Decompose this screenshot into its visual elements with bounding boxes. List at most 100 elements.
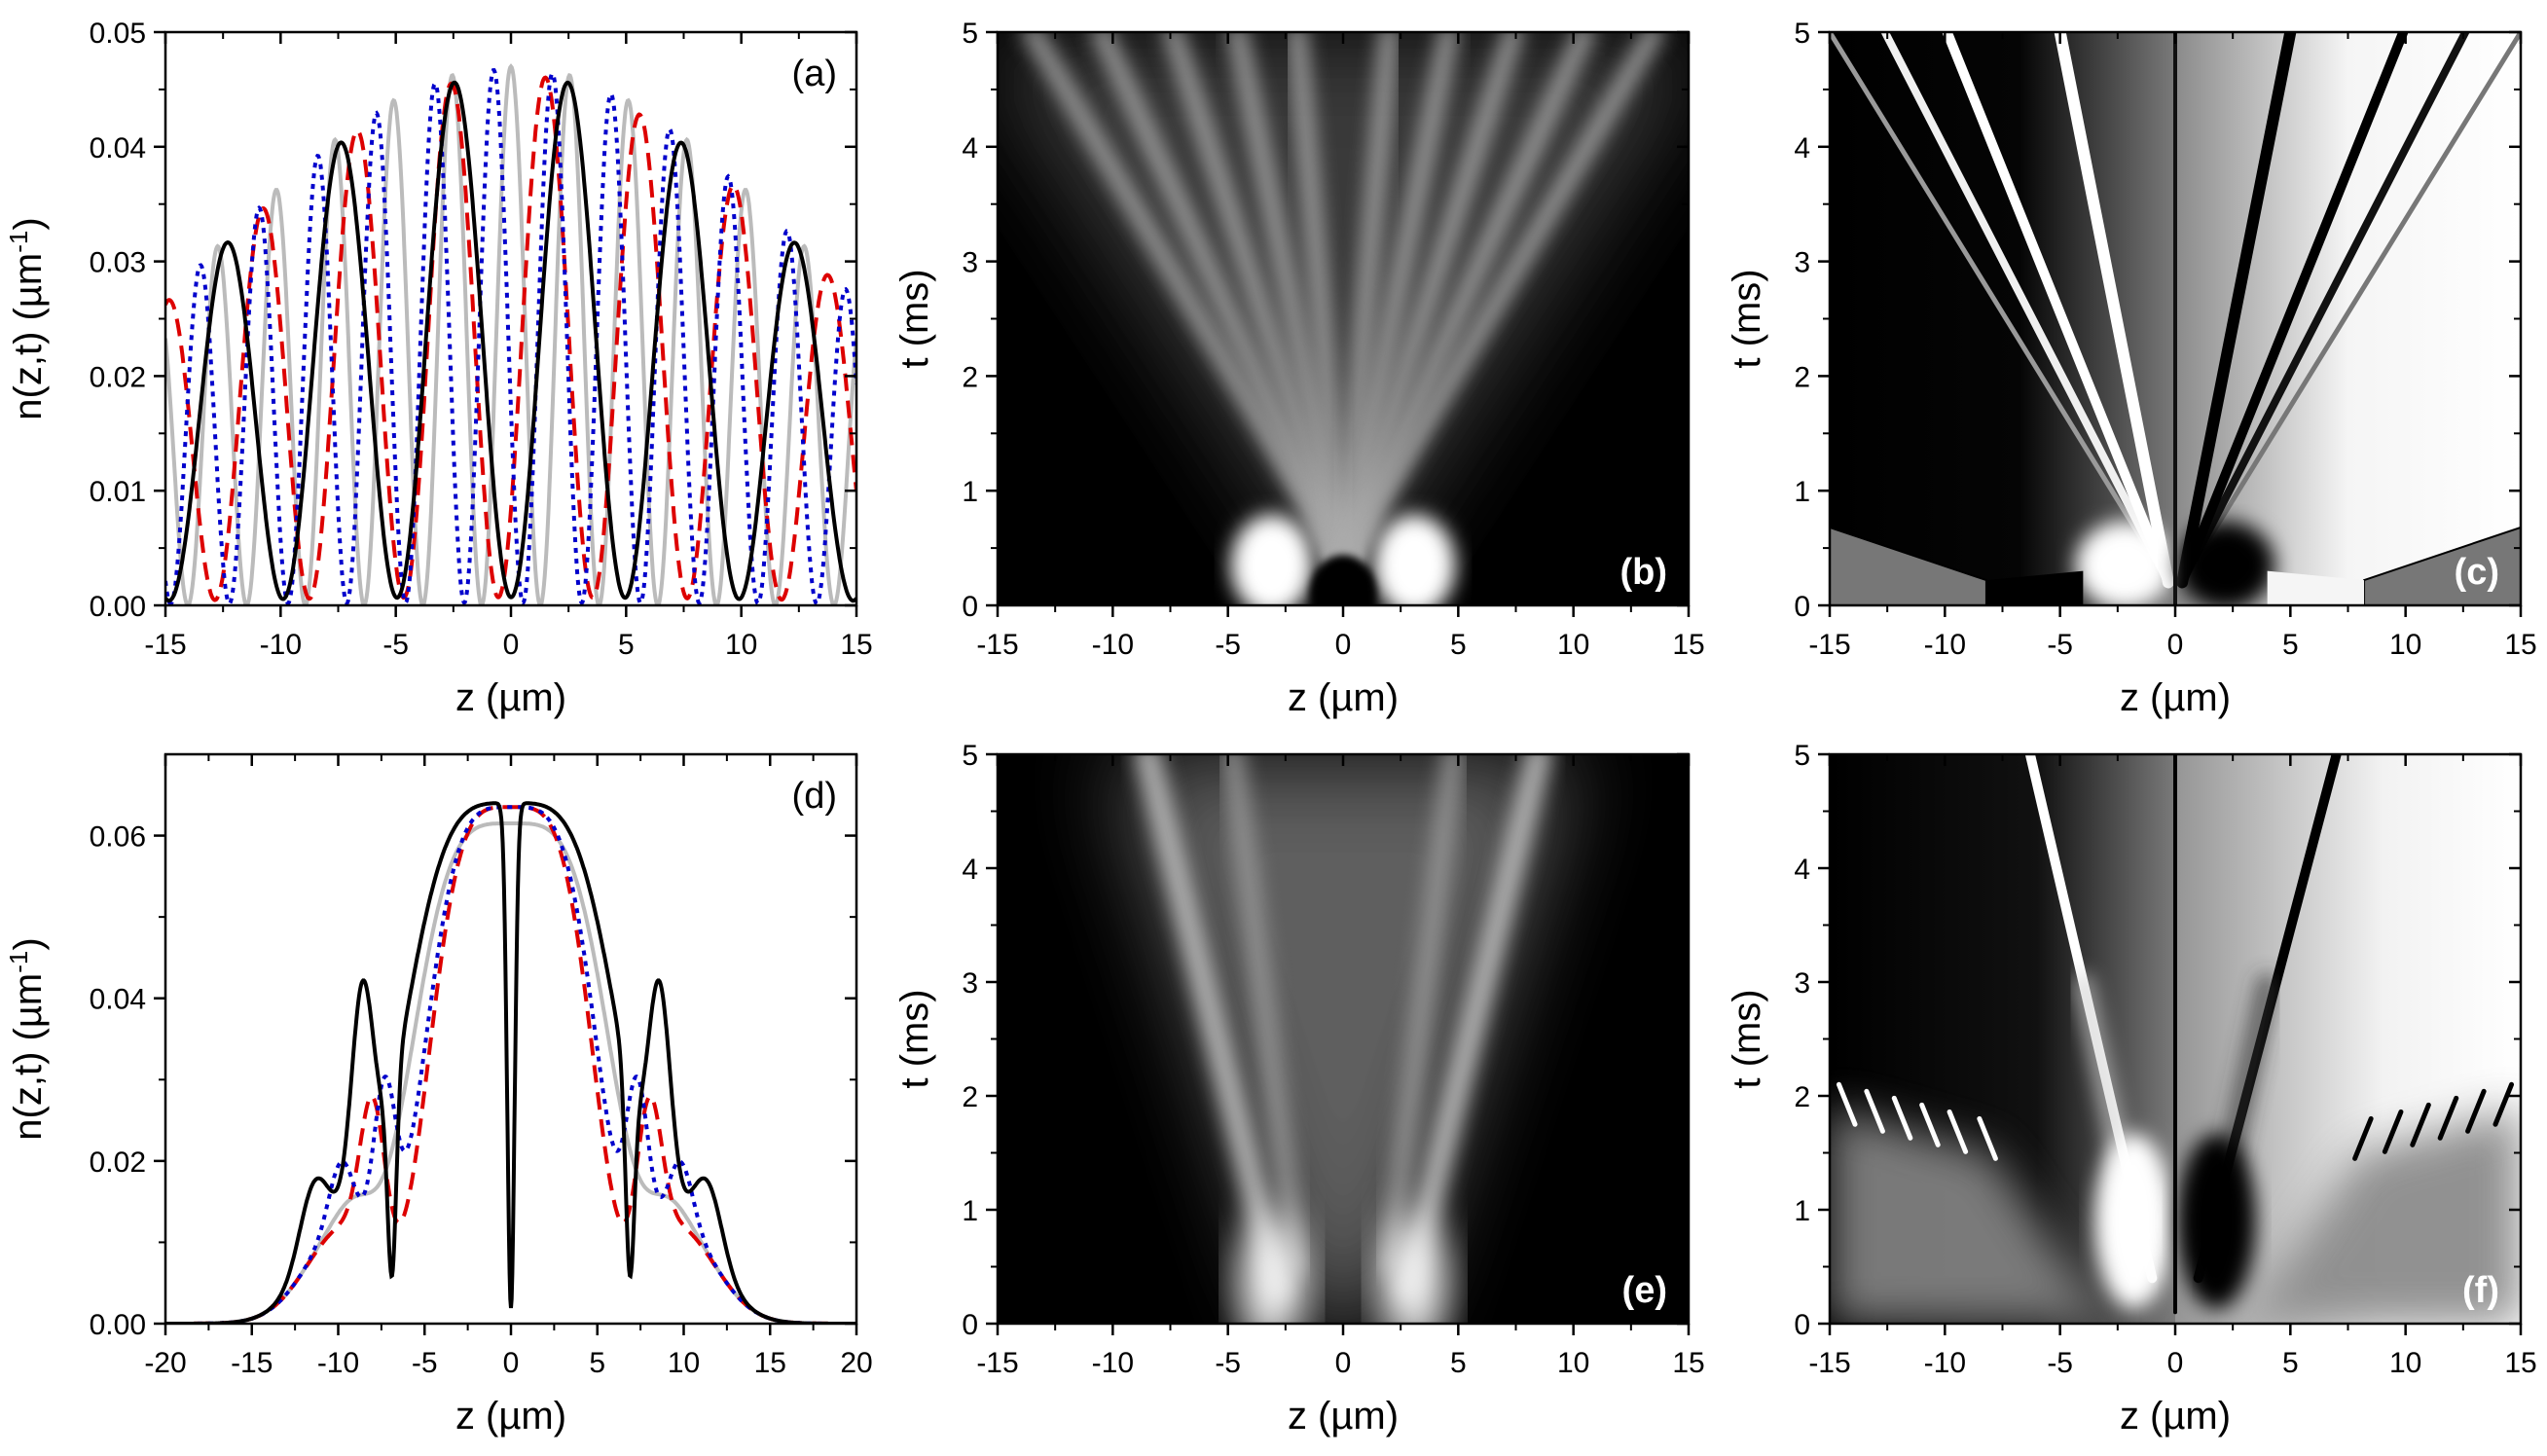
y-tick-label: 1 [1794,1195,1810,1227]
x-tick-label: -10 [317,1347,359,1379]
x-axis-title: z (µm) [455,1395,566,1438]
heatmap-e [998,754,1689,1324]
y-tick-label: 0.06 [90,821,146,854]
x-tick-label: 10 [725,629,757,661]
x-tick-label: -15 [1808,1347,1850,1379]
heatmap-small-bright-streak [1836,1081,1858,1127]
heatmap-bright-ray [1334,32,1663,574]
y-tick-label: 3 [1794,247,1810,279]
axes-b: -15 -10 -5 0 5 10 15 0 1 2 3 4 5 z (µm) t (ms) (b) [893,18,1705,719]
y-tick-label: 4 [1794,132,1810,164]
y-tick-label: 0.01 [90,476,146,508]
axes-d: -20 -15 -10 -5 0 5 10 15 20 0.00 0.02 0.04 0.06 z (µm… [4,752,873,1438]
y-tick-label: 0 [1794,1309,1810,1341]
heatmap-small-dark-streak [2382,1109,2404,1154]
y-tick-label: 1 [1794,476,1810,508]
x-tick-label: -15 [976,1347,1018,1379]
heatmap-bright-ray [1023,32,1352,574]
y-tick-label: 4 [1794,854,1810,886]
y-axis-title: t (ms) [1726,989,1768,1088]
y-tick-label: 5 [1794,18,1810,50]
x-tick-label: -15 [1808,629,1850,661]
y-tick-label: 0.04 [90,984,146,1016]
heatmap-small-bright-streak [1947,1109,1969,1154]
heatmap-bright-ray [1092,32,1352,574]
heatmap-small-bright-streak [1977,1115,1998,1161]
heatmap-small-dark-streak [2437,1095,2459,1141]
x-tick-label: 10 [1557,629,1589,661]
y-axis-title: t (ms) [893,269,936,368]
heatmap-bright-ray [1221,754,1308,1278]
y-axis-title: n(z,t) (µm-1) [4,937,50,1140]
data-series-line [165,801,856,1324]
panel-label-a: (a) [792,54,837,94]
axes-e: -15 -10 -5 0 5 10 15 0 1 2 3 4 5 z (µm) t (ms) (e) [893,740,1705,1438]
x-tick-label: 10 [1557,1347,1589,1379]
x-tick-label: -5 [1215,629,1241,661]
heatmap-right-light-strip [2267,570,2365,605]
axes-a: -15 -10 -5 0 5 10 15 0.00 0.01 0.02 0.03 0.04 0.05 z … [4,18,873,719]
heatmap-source-right [2177,521,2275,605]
y-tick-label: 0.02 [90,361,146,393]
heatmap-bright-ray [1228,32,1352,574]
x-tick-label: 15 [1672,1347,1704,1379]
heatmap-dark-ray [2177,32,2409,588]
y-tick-label: 0.00 [90,1309,146,1341]
x-tick-label: -10 [1924,1347,1966,1379]
x-tick-label: 0 [2167,1347,2184,1379]
x-tick-label: -10 [1092,1347,1134,1379]
heatmap-bright-ray [1334,32,1458,574]
heatmap-small-bright-streak [1891,1095,1913,1141]
y-tick-label: 0.05 [90,18,146,50]
panel-label-e: (e) [1622,1270,1667,1311]
heatmap-small-dark-streak [2352,1115,2374,1161]
y-tick-label: 0.03 [90,247,146,279]
y-axis-title: t (ms) [893,989,936,1088]
x-tick-label: -5 [412,1347,438,1379]
x-axis-title: z (µm) [2120,676,2231,719]
y-tick-label: 0 [962,591,978,623]
data-series-line [165,68,856,605]
heatmap-small-bright-streak [1864,1088,1885,1134]
data-series-line [165,80,856,603]
heatmap-source-left [2075,521,2173,605]
x-tick-label: 15 [840,629,872,661]
heatmap-bright-ray [1395,754,1552,1302]
x-tick-label: -15 [231,1347,273,1379]
heatmap-right-gray-region [2244,1107,2521,1324]
x-tick-label: 15 [2504,1347,2536,1379]
x-tick-label: -20 [144,1347,186,1379]
y-tick-label: 4 [962,854,978,886]
x-tick-label: 5 [2282,629,2299,661]
y-axis-title: n(z,t) (µm-1) [4,217,50,419]
y-tick-label: 5 [962,740,978,772]
x-tick-label: -5 [2047,1347,2073,1379]
heatmap-c [1830,32,2521,605]
x-tick-label: 10 [668,1347,700,1379]
heatmap-bright-ray [1334,32,1399,574]
heatmap-bright-ray [1163,32,1352,574]
heatmap-center-dark [1310,555,1376,605]
y-axis-title: t (ms) [1726,269,1768,368]
x-tick-label: -5 [382,629,409,661]
x-tick-label: 15 [2504,629,2536,661]
y-tick-label: 2 [1794,361,1810,393]
heatmap-source-right [2177,1133,2256,1309]
heatmap-dark-ray [2179,32,2521,585]
x-tick-label: 0 [503,1347,520,1379]
x-tick-label: -10 [1092,629,1134,661]
axes-c: -15 -10 -5 0 5 10 15 0 1 2 3 4 5 z (µm) t (ms) (c) [1726,18,2537,719]
y-tick-label: 4 [962,132,978,164]
x-tick-label: 5 [1450,1347,1467,1379]
x-axis-title: z (µm) [1288,1395,1399,1438]
y-tick-label: 0.02 [90,1147,146,1179]
heatmap-small-dark-streak [2492,1081,2515,1127]
y-axis-title-close: ) [7,937,50,950]
heatmap-source-left [1230,514,1313,605]
x-tick-label: 10 [2389,1347,2421,1379]
heatmap-source-left [1238,1216,1305,1324]
lines-a [165,63,856,605]
x-tick-label: 0 [2167,629,2184,661]
heatmap-b [998,32,1689,605]
heatmap-left-gray-region [1830,1107,2106,1324]
